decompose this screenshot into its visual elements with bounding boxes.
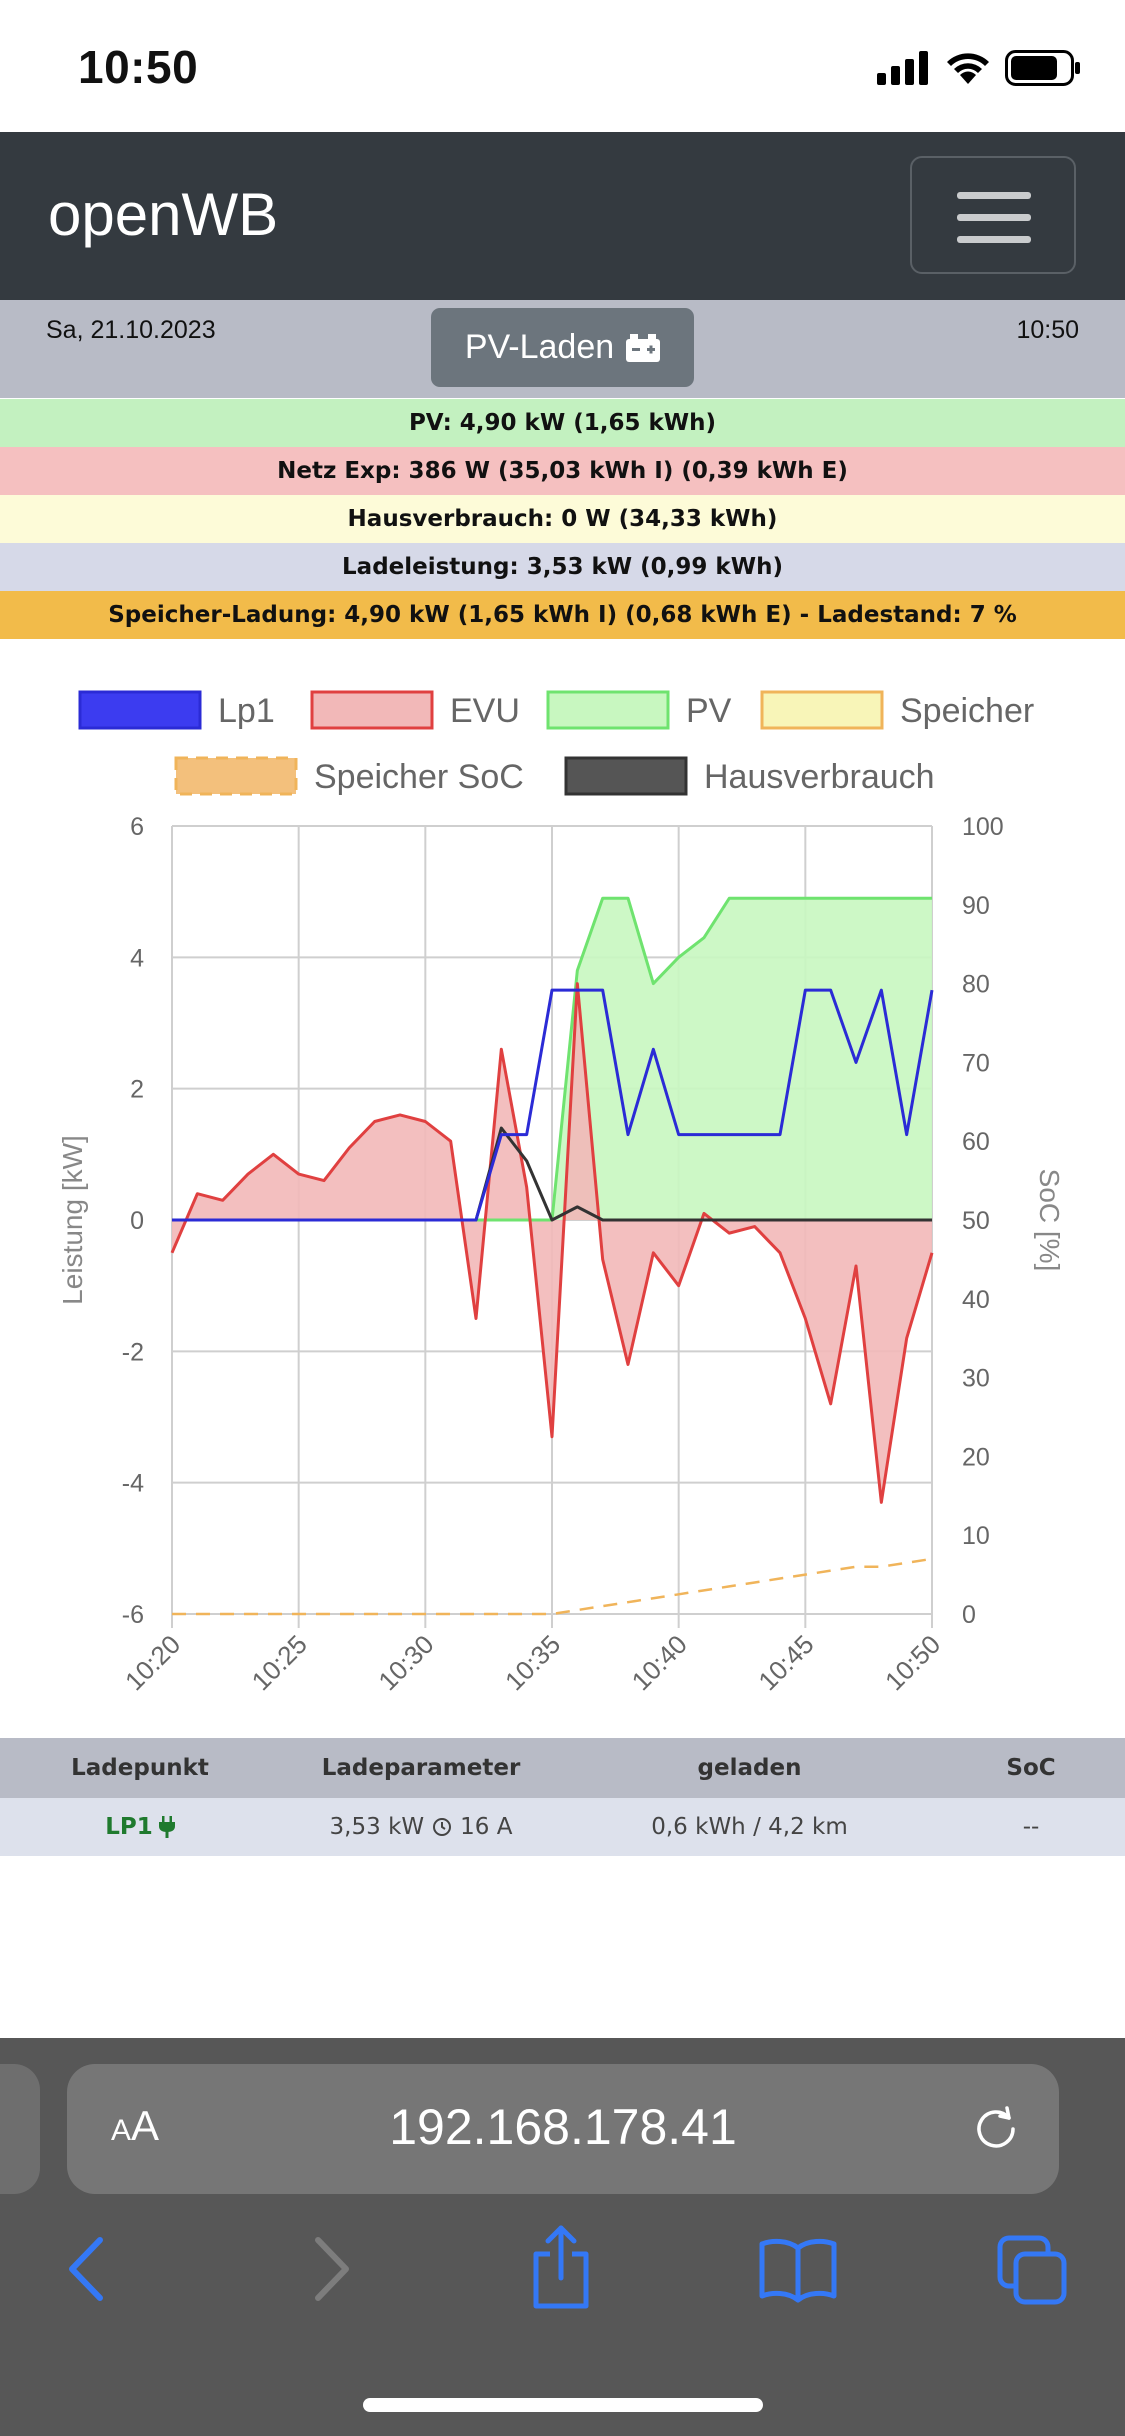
reload-icon[interactable] [971, 2104, 1021, 2154]
table-row[interactable]: LP1 3,53 kW 16 A 0,6 kWh / 4,2 km -- [0, 1798, 1125, 1856]
legend-label: Speicher SoC [314, 758, 524, 796]
series-line-speicher-soc [172, 1557, 933, 1616]
vehicle-soc: -- [1022, 1814, 1040, 1840]
x-tick-label: 10:20 [119, 1629, 186, 1696]
back-icon[interactable] [64, 2234, 112, 2304]
house-consumption-row: Hausverbrauch: 0 W (34,33 kWh) [0, 495, 1125, 543]
series-area-pv [172, 898, 932, 1220]
status-icons [877, 46, 1081, 90]
power-chart-svg: Lp1 EVU PV Speicher Speicher SoC Hausverbrauc… [57, 690, 1065, 1696]
y2-tick-label: 20 [962, 1443, 990, 1471]
pv-info-row: PV: 4,90 kW (1,65 kWh) [0, 399, 1125, 447]
hamburger-icon [957, 214, 1031, 221]
wifi-icon [947, 53, 989, 84]
legend-label: Lp1 [218, 692, 275, 730]
menu-toggle-button[interactable] [910, 156, 1076, 274]
y2-tick-label: 100 [962, 813, 1004, 841]
previous-tab-peek[interactable] [0, 2064, 40, 2194]
y2-axis-label: SoC [%] [1034, 1169, 1065, 1272]
x-tick-label: 10:25 [246, 1629, 313, 1696]
charge-current-value: 16 A [460, 1814, 513, 1840]
y-tick-label: 2 [130, 1076, 144, 1104]
header-time: 10:50 [1016, 316, 1079, 344]
reader-settings-button[interactable]: AA [111, 2102, 160, 2149]
y2-tick-label: 70 [962, 1049, 990, 1077]
col-header-geladen: geladen [697, 1755, 802, 1781]
x-tick-label: 10:30 [372, 1629, 439, 1696]
y-tick-label: -4 [122, 1470, 144, 1498]
power-chart: Lp1 EVU PV Speicher Speicher SoC Hausverbrauc… [0, 660, 1125, 1738]
y-tick-label: 4 [130, 944, 144, 972]
x-tick-label: 10:40 [626, 1629, 693, 1696]
y2-tick-label: 80 [962, 971, 990, 999]
chargepoint-table-header: Ladepunkt Ladeparameter geladen SoC [0, 1738, 1125, 1798]
col-header-ladepunkt: Ladepunkt [71, 1755, 209, 1781]
status-bar: 10:50 [0, 0, 1125, 132]
share-icon[interactable] [528, 2224, 594, 2310]
charge-parameters: 3,53 kW 16 A [280, 1798, 562, 1856]
y2-tick-label: 90 [962, 892, 990, 920]
y2-tick-label: 0 [962, 1601, 976, 1629]
series-line-evu [170, 982, 934, 1504]
address-bar[interactable]: AA 192.168.178.41 [67, 2064, 1059, 2194]
clock-icon [433, 1818, 452, 1836]
home-indicator [363, 2398, 763, 2412]
navbar: openWB [0, 132, 1125, 300]
y-tick-label: 6 [130, 813, 144, 841]
brand-title[interactable]: openWB [48, 181, 279, 248]
series-area-evu [172, 983, 932, 1503]
x-tick-label: 10:35 [499, 1629, 566, 1696]
legend-swatch [174, 756, 298, 796]
legend-swatch [78, 690, 202, 730]
battery-icon [1005, 50, 1080, 86]
charge-mode-label: PV-Laden [464, 328, 615, 366]
hamburger-icon [957, 236, 1031, 243]
grid-info-row: Netz Exp: 386 W (35,03 kWh I) (0,39 kWh … [0, 447, 1125, 495]
y2-tick-label: 60 [962, 1128, 990, 1156]
series-line-lp1 [172, 988, 934, 1222]
y-tick-label: -2 [122, 1338, 144, 1366]
legend-label: PV [686, 692, 732, 730]
legend-swatch [310, 690, 434, 730]
chargepoint-name[interactable]: LP1 [0, 1798, 280, 1856]
browser-toolbar: AA 192.168.178.41 [0, 2038, 1125, 2436]
legend-swatch [760, 690, 884, 730]
legend-label: EVU [450, 692, 520, 730]
charge-power-row: Ladeleistung: 3,53 kW (0,99 kWh) [0, 543, 1125, 591]
col-header-ladeparameter: Ladeparameter [321, 1755, 521, 1781]
col-header-soc: SoC [1006, 1755, 1056, 1781]
chargepoint-label: LP1 [105, 1814, 153, 1840]
legend-label: Speicher [900, 692, 1034, 730]
forward-icon[interactable] [306, 2234, 354, 2304]
charge-mode-button[interactable]: PV-Laden [431, 308, 694, 387]
tabs-icon[interactable] [996, 2234, 1070, 2308]
y-tick-label: 0 [130, 1207, 144, 1235]
plug-icon [158, 1816, 175, 1838]
url-text: 192.168.178.41 [389, 2099, 737, 2155]
y2-tick-label: 30 [962, 1365, 990, 1393]
legend-label: Hausverbrauch [704, 758, 935, 796]
bookmarks-icon[interactable] [758, 2234, 838, 2304]
y2-tick-label: 10 [962, 1522, 990, 1550]
y2-tick-label: 50 [962, 1207, 990, 1235]
car-battery-icon [626, 333, 661, 362]
y-axis-label: Leistung [kW] [57, 1135, 88, 1305]
y-tick-label: -6 [122, 1601, 144, 1629]
status-time: 10:50 [78, 41, 199, 93]
cellular-signal-icon [877, 51, 928, 85]
charged-energy: 0,6 kWh / 4,2 km [651, 1814, 848, 1840]
y2-tick-label: 40 [962, 1286, 990, 1314]
info-header: Sa, 21.10.2023 PV-Laden 10:50 [0, 300, 1125, 398]
charge-power-value: 3,53 kW [329, 1814, 425, 1840]
x-tick-label: 10:50 [879, 1629, 946, 1696]
hamburger-icon [957, 192, 1031, 199]
header-date: Sa, 21.10.2023 [46, 316, 216, 344]
x-tick-label: 10:45 [752, 1629, 819, 1696]
storage-info-row: Speicher-Ladung: 4,90 kW (1,65 kWh I) (0… [0, 591, 1125, 639]
legend-swatch [564, 756, 688, 796]
legend-swatch [546, 690, 670, 730]
